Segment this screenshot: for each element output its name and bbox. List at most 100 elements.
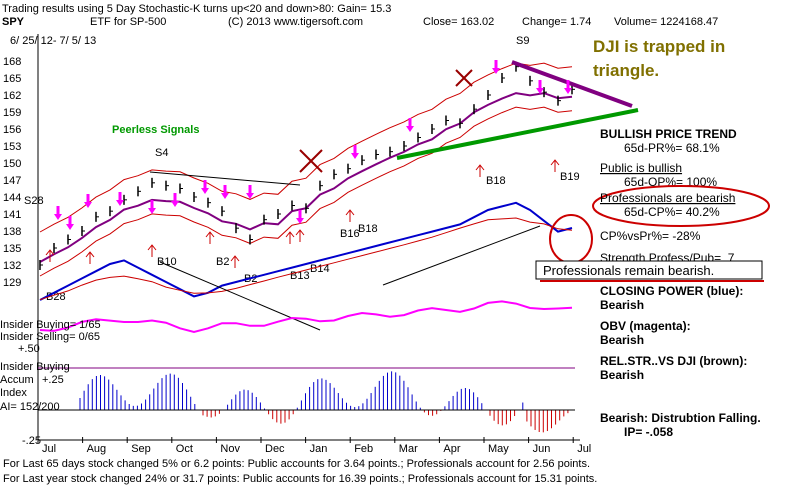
y-tick-141: 141 xyxy=(3,209,21,221)
date-range: 6/ 25/ 12- 7/ 5/ 13 xyxy=(10,35,96,47)
pros-ellipse xyxy=(592,185,770,227)
signal-b2: B2 xyxy=(216,256,229,268)
dji-title-line2: triangle. xyxy=(593,61,659,80)
cpvspr-value: CP%vsPr%= -28% xyxy=(600,229,701,243)
public-title: Public is bullish xyxy=(600,161,682,175)
signal-b16: B16 xyxy=(340,228,360,240)
y-tick-168: 168 xyxy=(3,56,21,68)
insider-selling: Insider Selling= 0/65 xyxy=(0,331,100,343)
x-tick-jun-11: Jun xyxy=(533,443,551,455)
y-tick-159: 159 xyxy=(3,107,21,119)
closing-power-value: Bearish xyxy=(600,298,644,312)
sell-x-marks xyxy=(299,69,473,173)
buy-arrowhead-3 xyxy=(205,231,215,238)
closing-power-line xyxy=(39,201,573,301)
signal-s9: S9 xyxy=(516,35,529,47)
signal-s28: S28 xyxy=(24,195,44,207)
y-tick-162: 162 xyxy=(3,90,21,102)
y-tick-153: 153 xyxy=(3,141,21,153)
plus-50: +.50 xyxy=(18,343,40,355)
pros-title: Professionals are bearish xyxy=(600,191,735,205)
obv-title: OBV (magenta): xyxy=(600,319,691,333)
sell-arrowhead-9 xyxy=(296,218,304,224)
sell-arrowhead-5 xyxy=(171,201,179,207)
footer-line2: For Last year stock changed 24% or 31.7 … xyxy=(3,473,597,485)
buy-arrowhead-6 xyxy=(295,229,305,236)
sell-arrowhead-6 xyxy=(201,188,209,194)
plus-25: +.25 xyxy=(42,374,64,386)
closing-power-title: CLOSING POWER (blue): xyxy=(600,284,743,298)
cp-value: 65d-CP%= 40.2% xyxy=(624,205,720,219)
buy-arrowhead-5 xyxy=(285,231,295,238)
y-tick-135: 135 xyxy=(3,243,21,255)
close-value: Close= 163.02 xyxy=(423,16,494,28)
x-tick-labels: Jul Aug Sep Oct Nov Dec Jan Feb Mar Apr May Jun Jul xyxy=(37,437,591,455)
y-tick-138: 138 xyxy=(3,226,21,238)
signal-b18a: B18 xyxy=(358,223,378,235)
y-tick-129: 129 xyxy=(3,277,21,289)
sell-arrowhead-12 xyxy=(492,68,500,74)
ip-value: IP= -.058 xyxy=(624,425,673,439)
obv-line xyxy=(39,300,573,334)
sell-arrowhead-4 xyxy=(148,208,156,214)
x-tick-aug-1: Aug xyxy=(87,443,107,455)
pros-banner-box xyxy=(535,260,763,280)
x-tick-jul-12: Jul xyxy=(577,443,591,455)
pros-banner-text: Professionals remain bearish. xyxy=(543,263,714,278)
signal-b14: B14 xyxy=(310,263,330,275)
x-tick-dec-5: Dec xyxy=(265,443,285,455)
x-tick-jul-0: Jul xyxy=(42,443,56,455)
y-tick-165: 165 xyxy=(3,73,21,85)
cp-trendline xyxy=(382,225,541,286)
footer-line1: For Last 65 days stock changed 5% or 6.2… xyxy=(3,458,590,470)
buy-arrowhead-0 xyxy=(45,249,55,256)
black-trendline-s4 xyxy=(149,171,301,186)
lower-band xyxy=(39,106,573,277)
signal-b18b: B18 xyxy=(486,175,506,187)
y-tick-labels: 129 132 135 138 141 144 147 150 153 156 159 162 165 1… xyxy=(3,56,21,289)
buy-arrowhead-7 xyxy=(345,209,355,216)
buy-arrowhead-9 xyxy=(550,159,560,166)
closing-power-plot xyxy=(39,201,573,331)
minus-25: -.25 xyxy=(22,435,41,447)
peerless-signals-label: Peerless Signals xyxy=(112,124,199,136)
sell-arrowhead-7 xyxy=(221,193,229,199)
green-trendline xyxy=(396,108,639,160)
y-tick-132: 132 xyxy=(3,260,21,272)
symbol: SPY xyxy=(2,16,25,28)
sell-arrowhead-8 xyxy=(246,193,254,199)
x-tick-apr-9: Apr xyxy=(443,443,460,455)
etf-desc: ETF for SP-500 xyxy=(90,16,166,28)
buy-arrowhead-8 xyxy=(475,164,485,171)
sell-arrowhead-3 xyxy=(116,200,124,206)
x-tick-sep-2: Sep xyxy=(131,443,151,455)
price-plot xyxy=(39,61,575,277)
sell-arrowhead-11 xyxy=(406,126,414,132)
x-tick-may-10: May xyxy=(488,443,509,455)
sell-arrowhead-14 xyxy=(564,88,572,94)
purple-trendline xyxy=(511,60,633,108)
signal-b10: B10 xyxy=(157,256,177,268)
y-tick-156: 156 xyxy=(3,124,21,136)
y-tick-150: 150 xyxy=(3,158,21,170)
x-tick-nov-4: Nov xyxy=(220,443,240,455)
sell-arrowhead-2 xyxy=(84,202,92,208)
buy-arrowhead-2 xyxy=(147,244,157,251)
closing-power-ma xyxy=(39,217,573,301)
signal-b19: B19 xyxy=(560,171,580,183)
sell-arrowhead-13 xyxy=(536,88,544,94)
x-tick-mar-8: Mar xyxy=(399,443,418,455)
volume-value: Volume= 1224168.47 xyxy=(614,16,718,28)
x-tick-jan-6: Jan xyxy=(310,443,328,455)
insider-buying-2: Insider Buying xyxy=(0,361,70,373)
dji-title-line1: DJI is trapped in xyxy=(593,37,725,56)
obv-value: Bearish xyxy=(600,333,644,347)
bearish-circle xyxy=(549,214,593,264)
signal-s4: S4 xyxy=(155,147,168,159)
ai-label: AI= 152/200 xyxy=(0,401,60,413)
x-tick-oct-3: Oct xyxy=(176,443,193,455)
upper-band xyxy=(39,62,573,233)
y-tick-147: 147 xyxy=(3,175,21,187)
